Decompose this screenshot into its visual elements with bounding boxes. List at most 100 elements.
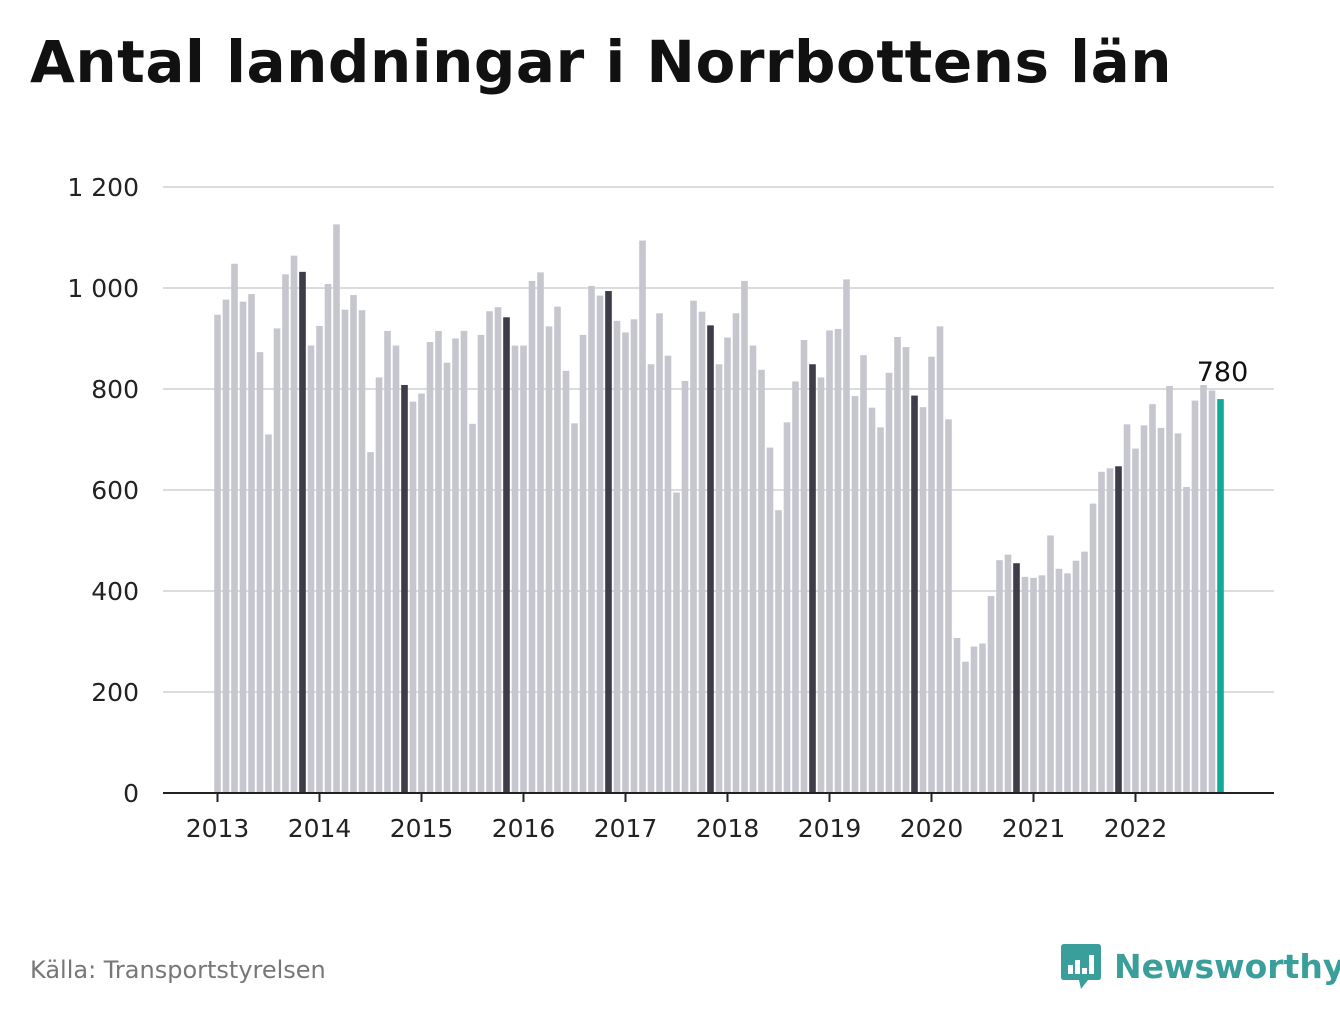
bar	[673, 492, 680, 793]
x-tick-label: 2020	[900, 814, 964, 843]
bar	[1132, 448, 1139, 793]
bar	[494, 307, 502, 793]
bar	[792, 381, 799, 793]
bar	[579, 334, 587, 793]
y-tick-label: 200	[91, 678, 139, 707]
bar	[214, 314, 221, 793]
bar	[1174, 433, 1182, 793]
bar	[401, 384, 408, 793]
bar	[809, 364, 816, 793]
bar	[316, 325, 323, 793]
bar	[409, 401, 417, 793]
bar	[375, 377, 383, 793]
bar	[1208, 390, 1216, 793]
bar	[1055, 568, 1063, 793]
bar	[1166, 385, 1173, 793]
y-tick-label: 600	[91, 476, 139, 505]
bar	[860, 355, 867, 793]
bar	[928, 356, 935, 793]
bar	[902, 347, 910, 793]
bar	[426, 342, 434, 793]
bar	[1149, 404, 1156, 793]
bar	[605, 291, 612, 793]
bar	[741, 280, 748, 793]
bar	[1106, 468, 1114, 793]
bar	[452, 338, 459, 793]
bar	[664, 355, 672, 793]
bar	[1115, 466, 1122, 793]
bar	[384, 330, 391, 793]
bar	[367, 452, 374, 793]
bar	[698, 311, 706, 793]
bars	[214, 224, 1224, 794]
bar	[435, 330, 442, 793]
x-tick-label: 2021	[1002, 814, 1066, 843]
x-tick-label: 2019	[798, 814, 862, 843]
bar	[248, 294, 255, 793]
brand-logo: Newsworthy	[1060, 940, 1340, 992]
bar	[588, 285, 595, 793]
bar	[1004, 554, 1012, 793]
bar	[511, 345, 519, 793]
bar	[358, 310, 366, 793]
chart-title: Antal landningar i Norrbottens län	[30, 28, 1172, 96]
bar	[1089, 503, 1097, 793]
bar	[996, 560, 1003, 793]
bar	[970, 646, 978, 793]
source-note: Källa: Transportstyrelsen	[30, 956, 326, 984]
bar	[537, 272, 544, 794]
bar	[418, 393, 425, 793]
bar	[596, 295, 604, 793]
bar	[1140, 425, 1148, 793]
bar	[783, 422, 791, 793]
y-tick-label: 0	[123, 779, 139, 808]
bar	[545, 326, 553, 793]
bar	[341, 309, 349, 793]
bar	[724, 337, 731, 793]
bar	[1157, 427, 1165, 793]
bar	[1013, 563, 1020, 793]
bar	[1081, 551, 1088, 793]
bar	[1200, 384, 1207, 793]
bar	[477, 334, 485, 793]
bar	[1072, 560, 1080, 793]
bar	[299, 271, 306, 794]
bar	[562, 370, 570, 793]
bar	[707, 325, 714, 793]
bar	[333, 224, 340, 793]
bar	[630, 319, 638, 793]
bar	[656, 313, 663, 793]
bar	[826, 330, 833, 793]
bar	[265, 434, 272, 793]
bar	[486, 311, 493, 793]
tick-labels: 0 200 400 600 800 1 000 1 200 780 2013 2014 2015 20…	[67, 173, 1248, 843]
bar	[877, 427, 884, 793]
bar	[945, 419, 952, 793]
bar	[936, 326, 944, 793]
bar	[469, 423, 476, 793]
bar	[639, 240, 646, 793]
x-tick-label: 2016	[492, 814, 556, 843]
bar	[1030, 577, 1037, 793]
bar	[571, 423, 578, 793]
axes	[163, 792, 1274, 802]
bar	[622, 332, 629, 793]
bar	[732, 313, 740, 793]
bar	[834, 328, 842, 793]
bar	[919, 407, 927, 793]
bar	[307, 345, 315, 793]
bar	[749, 345, 757, 793]
bar	[256, 352, 264, 793]
bar	[1217, 399, 1224, 793]
bar	[1064, 573, 1071, 793]
bar	[282, 274, 289, 793]
bar	[222, 299, 230, 793]
bar	[775, 510, 782, 793]
bar	[953, 637, 961, 793]
bar	[290, 255, 298, 793]
bar	[800, 340, 808, 793]
x-tick-label: 2013	[186, 814, 250, 843]
bar	[758, 369, 765, 793]
y-tick-label: 1 200	[67, 173, 139, 202]
bar	[851, 396, 859, 793]
